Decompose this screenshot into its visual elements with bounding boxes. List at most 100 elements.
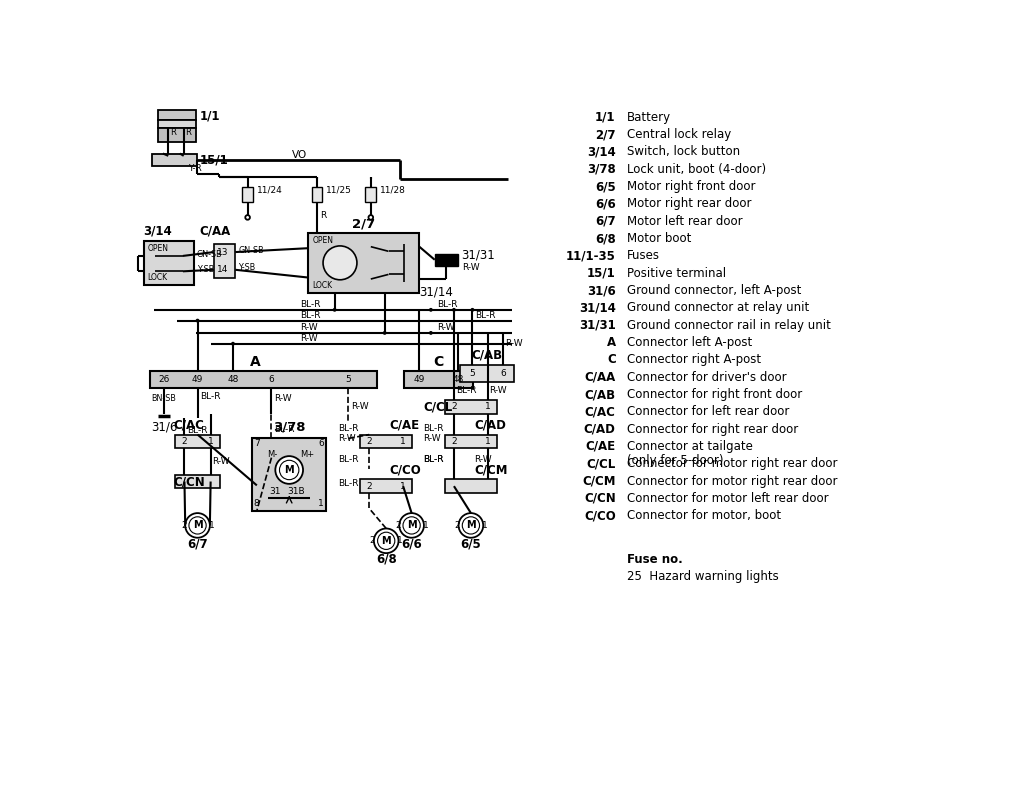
Text: BL-R: BL-R — [186, 426, 207, 435]
Circle shape — [275, 456, 303, 484]
Text: 1: 1 — [318, 500, 325, 508]
Text: BL-R: BL-R — [339, 424, 359, 433]
Text: 31/6: 31/6 — [587, 284, 615, 297]
Circle shape — [333, 308, 337, 312]
Circle shape — [429, 331, 433, 335]
Circle shape — [188, 517, 206, 534]
Circle shape — [196, 318, 200, 322]
Bar — [403, 371, 473, 389]
Text: M: M — [381, 535, 391, 546]
Text: 1: 1 — [482, 521, 487, 530]
Text: R-W: R-W — [300, 323, 317, 332]
Text: 6/7: 6/7 — [595, 215, 615, 227]
Text: 6: 6 — [501, 369, 506, 378]
Text: BL-R: BL-R — [274, 425, 295, 433]
Text: C/CN: C/CN — [584, 492, 615, 505]
Text: 6/6: 6/6 — [595, 197, 615, 211]
Text: R-W: R-W — [212, 457, 229, 466]
Text: 3/14: 3/14 — [587, 145, 615, 159]
Text: Ground connector, left A-post: Ground connector, left A-post — [628, 284, 802, 297]
Text: 2: 2 — [181, 521, 186, 530]
Text: GN-SB: GN-SB — [197, 250, 222, 259]
Bar — [460, 365, 514, 382]
Text: 15/1: 15/1 — [587, 267, 615, 280]
Text: Connector for motor, boot: Connector for motor, boot — [628, 509, 781, 523]
Text: 7: 7 — [254, 440, 259, 448]
Bar — [444, 435, 497, 448]
Bar — [360, 435, 413, 448]
Text: (only for 5-door): (only for 5-door) — [628, 454, 724, 467]
Bar — [360, 480, 413, 493]
Text: Connector for left rear door: Connector for left rear door — [628, 405, 790, 418]
Text: C/AA: C/AA — [585, 371, 615, 384]
Text: 31/6: 31/6 — [152, 421, 178, 433]
Text: Motor right front door: Motor right front door — [628, 180, 756, 193]
Text: BL-R: BL-R — [423, 424, 443, 433]
Bar — [144, 240, 195, 285]
Text: 2: 2 — [452, 402, 457, 411]
Text: BL-R: BL-R — [339, 479, 359, 488]
Text: 13: 13 — [217, 247, 228, 257]
Text: 3/78: 3/78 — [273, 421, 305, 433]
Text: M: M — [407, 520, 417, 531]
Text: 15/1: 15/1 — [200, 153, 228, 166]
Text: VO: VO — [292, 150, 307, 160]
Circle shape — [399, 513, 424, 538]
Text: Battery: Battery — [628, 111, 672, 124]
Text: C/CN: C/CN — [173, 475, 205, 488]
Text: R-W: R-W — [489, 386, 507, 395]
Text: 6: 6 — [318, 440, 325, 448]
Text: M+: M+ — [300, 450, 314, 459]
Text: Connector right A-post: Connector right A-post — [628, 354, 761, 366]
Bar — [444, 400, 497, 414]
Bar — [175, 435, 220, 448]
Text: C/AB: C/AB — [471, 349, 503, 361]
Text: C: C — [607, 354, 615, 366]
Text: BL-R: BL-R — [339, 455, 359, 464]
Text: 6/6: 6/6 — [401, 537, 422, 551]
Text: C/AC: C/AC — [585, 405, 615, 418]
Text: C/CO: C/CO — [389, 464, 421, 476]
Text: Lock unit, boot (4-door): Lock unit, boot (4-door) — [628, 163, 766, 176]
Text: 1: 1 — [400, 482, 406, 491]
Text: 11/24: 11/24 — [257, 185, 283, 194]
Text: 11/25: 11/25 — [326, 185, 352, 194]
Text: 5: 5 — [345, 375, 351, 385]
Text: 48: 48 — [227, 375, 239, 385]
Bar — [252, 437, 326, 511]
Circle shape — [470, 308, 474, 312]
Text: Ground connector at relay unit: Ground connector at relay unit — [628, 302, 809, 314]
Text: C/CM: C/CM — [583, 475, 615, 488]
Circle shape — [246, 215, 250, 219]
Bar — [175, 475, 220, 488]
Text: 14: 14 — [217, 265, 228, 275]
Circle shape — [459, 513, 483, 538]
Bar — [311, 187, 323, 202]
Text: 2/7: 2/7 — [595, 128, 615, 141]
Circle shape — [403, 517, 420, 534]
Text: BL-R: BL-R — [200, 392, 220, 401]
Text: 49: 49 — [414, 375, 425, 385]
Circle shape — [378, 532, 395, 550]
Text: 6/5: 6/5 — [595, 180, 615, 193]
Text: BL-R: BL-R — [423, 455, 443, 464]
Text: R: R — [170, 128, 176, 137]
Text: 11/28: 11/28 — [380, 185, 406, 194]
Text: Connector for driver's door: Connector for driver's door — [628, 371, 786, 384]
Bar — [366, 187, 376, 202]
Text: C/AB: C/AB — [585, 388, 615, 401]
Text: 1: 1 — [209, 521, 214, 530]
Text: Ground connector rail in relay unit: Ground connector rail in relay unit — [628, 318, 831, 332]
Text: Y-R: Y-R — [188, 164, 202, 172]
Text: A: A — [250, 355, 261, 369]
Bar — [153, 153, 197, 166]
Text: 3/78: 3/78 — [587, 163, 615, 176]
Text: Motor left rear door: Motor left rear door — [628, 215, 742, 227]
Bar — [150, 371, 377, 389]
Text: C: C — [433, 355, 443, 369]
Text: 6/8: 6/8 — [595, 232, 615, 245]
Text: 1: 1 — [397, 536, 402, 545]
Text: 48: 48 — [453, 375, 464, 385]
Text: M: M — [285, 465, 294, 475]
Text: C/AD: C/AD — [474, 419, 506, 432]
